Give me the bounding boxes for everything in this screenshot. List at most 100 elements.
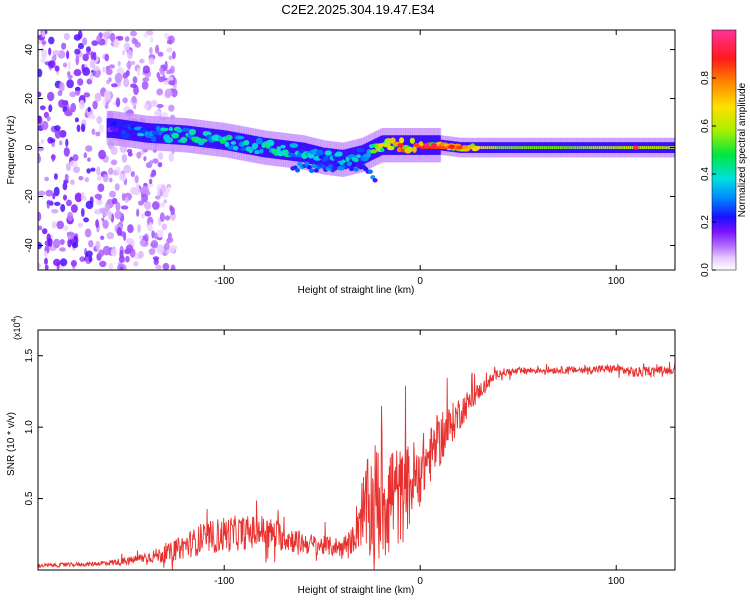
spectrogram-band [106,118,110,138]
spectrogram-noise-blob [136,208,140,217]
spectrogram-tone [520,146,522,149]
spectrogram-noise-blob [41,40,47,45]
spectrogram-tone [626,146,628,149]
spectrogram-band [406,135,410,155]
spectrogram-noise-blob [41,30,46,38]
spectrogram-noise-blob [63,194,67,201]
spectrogram-y-tick-label: -40 [24,238,35,253]
snr-x-tick-label: 0 [417,576,423,587]
spectrogram-tone [437,146,440,149]
spectrogram-noise-blob [168,80,176,86]
spectrogram-tone [479,146,481,149]
spectrogram-noise-blob [42,228,48,235]
spectrogram-noise-blob [67,231,75,240]
spectrogram-peak-blob [397,143,404,148]
spectrogram-peak-blob [448,144,455,149]
spectrogram-band [577,142,581,153]
spectrogram-band [247,134,251,155]
spectrogram-noise-blob [59,239,65,245]
spectrogram-band [201,127,205,148]
spectrogram-noise-blob [91,128,96,135]
spectrogram-tone [575,146,577,149]
colorbar-tick-label: 0.2 [700,215,711,229]
spectrogram-noise-blob [82,53,89,62]
spectrogram-noise-blob [149,47,153,55]
spectrogram-noise-blob [150,101,158,107]
spectrogram-band [579,142,582,153]
spectrogram-blob [265,139,275,147]
spectrogram-noise-blob [69,160,78,168]
spectrogram-blob [160,127,169,132]
spectrogram-noise-blob [38,225,43,231]
spectrogram-noise-blob [118,35,124,41]
spectrogram-noise-blob [39,105,46,111]
spectrogram-noise-blob [136,151,142,159]
spectrogram-noise-blob [58,82,65,92]
spectrogram-noise-blob [165,249,170,255]
spectrogram-noise-blob [122,97,128,104]
spectrogram-tone [475,146,477,149]
spectrogram-band [268,138,272,158]
spectrogram-noise-blob [96,116,103,124]
spectrogram-tone [624,146,626,149]
spectrogram-noise-blob [83,152,88,159]
spectrogram-noise-blob [130,187,137,195]
spectrogram-noise-blob [164,32,170,39]
spectrogram-noise-blob [127,151,133,157]
spectrogram-tone [665,146,667,149]
spectrogram-noise-blob [46,200,54,205]
spectrogram-tone [602,146,605,149]
spectrogram-noise-blob [117,60,121,67]
spectrogram-noise-blob [62,182,68,191]
spectrogram-noise-blob [54,129,62,139]
spectrogram-blob [335,151,343,157]
spectrogram-blob [346,161,352,167]
spectrogram-tone [541,146,544,149]
spectrogram-noise-blob [61,42,67,50]
spectrogram-noise-blob [141,193,149,203]
spectrogram-y-axis: -40 -20 0 20 40 [24,44,675,253]
spectrogram-noise-blob [94,92,102,102]
spectrogram-noise-blob [116,227,122,236]
spectrogram-blob [176,128,183,133]
spectrogram-tone [481,146,483,149]
spectrogram-band [136,121,140,142]
spectrogram-tone [463,146,465,149]
spectrogram-tone [551,146,554,149]
spectrogram-band [630,142,634,153]
spectrogram-tone [569,146,571,149]
spectrogram-band [258,136,261,157]
spectrogram-noise-blob [70,102,77,113]
spectrogram-band [410,135,413,155]
spectrogram-tone [614,146,616,149]
spectrogram-noise-blob [63,225,69,232]
spectrogram-noise-blob [38,190,46,196]
spectrogram-blob [370,149,378,154]
spectrogram-tone [514,146,516,149]
spectrogram-noise-blob [132,76,138,84]
spectrogram-band [260,137,263,157]
spectrogram-tone [539,146,542,149]
spectrogram-tone [455,146,458,149]
spectrogram-blob [180,136,188,143]
spectrogram-noise-blob [141,81,149,90]
spectrogram-noise-blob [89,59,96,69]
spectrogram-tone [620,146,622,149]
spectrogram-noise-blob [155,264,162,270]
spectrogram-tone [647,146,650,149]
spectrogram-noise-blob [87,106,91,112]
spectrogram-noise-blob [51,209,59,214]
spectrogram-image [38,30,675,270]
spectrogram-blob [349,166,355,172]
spectrogram-blob [306,165,312,170]
spectrogram-band [614,142,618,153]
spectrogram-noise-blob [111,197,118,205]
spectrogram-blob [356,147,365,153]
spectrogram-noise-blob [53,173,58,180]
spectrogram-blob [396,147,402,153]
spectrogram-tone [473,146,475,149]
spectrogram-noise-blob [70,179,75,185]
spectrogram-tone [584,146,587,149]
spectrogram-tone [502,146,505,149]
